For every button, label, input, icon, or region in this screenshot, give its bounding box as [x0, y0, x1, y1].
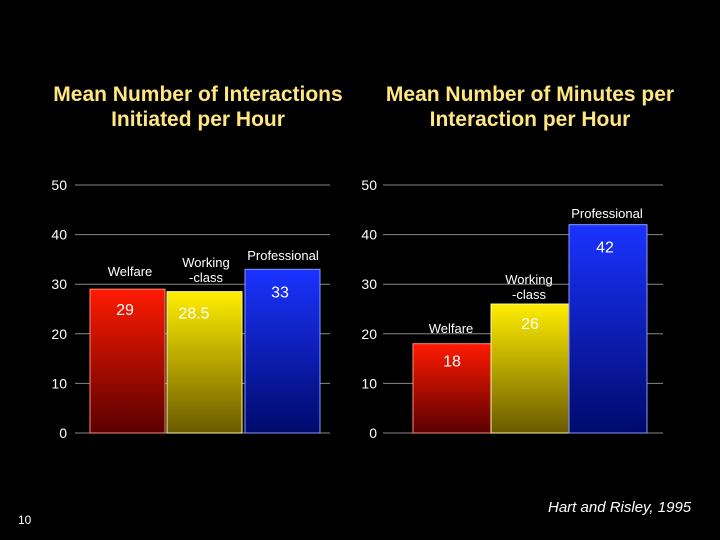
bar-value-label: 33: [271, 284, 289, 301]
bar-value-label: 18: [443, 354, 461, 371]
y-tick-label: 30: [361, 276, 377, 292]
category-label: Welfare: [108, 264, 153, 279]
category-label: Professional: [247, 248, 319, 263]
category-label: Working -class: [182, 255, 229, 285]
y-tick-label: 40: [361, 227, 377, 243]
bar-professional: [244, 268, 321, 434]
bar-welfare: [89, 288, 166, 434]
y-tick-label: 50: [51, 177, 67, 193]
category-label: Welfare: [429, 321, 474, 336]
y-tick-label: 0: [369, 425, 377, 441]
y-tick-label: 20: [51, 326, 67, 342]
y-tick-label: 30: [51, 276, 67, 292]
y-tick-label: 50: [361, 177, 377, 193]
chart-title-interactions: Mean Number of Interactions Initiated pe…: [53, 83, 343, 132]
category-label: Working -class: [505, 272, 552, 302]
y-tick-label: 0: [59, 425, 67, 441]
y-tick-label: 10: [51, 375, 67, 391]
y-tick-label: 40: [51, 227, 67, 243]
chart-minutes: 0 10 20 30 40 50 18 Welfare 26 Working -class 42 Pro…: [361, 177, 663, 441]
y-tick-label: 10: [361, 375, 377, 391]
category-label: Professional: [571, 206, 643, 221]
y-tick-label: 20: [361, 326, 377, 342]
bar-professional: [568, 224, 648, 434]
bar-working-class: [166, 291, 243, 434]
slide-number: 10: [18, 513, 32, 527]
bar-welfare: [412, 343, 492, 434]
bar-value-label: 42: [596, 240, 614, 257]
bar-value-label: 29: [116, 302, 134, 319]
citation: Hart and Risley, 1995: [548, 499, 692, 516]
chart-title-minutes: Mean Number of Minutes per Interaction p…: [385, 83, 675, 132]
bar-value-label: 26: [521, 316, 539, 333]
bar-working-class: [490, 303, 570, 434]
bar-value-label: 28.5: [178, 306, 209, 323]
chart-interactions: 0 10 20 30 40 50 29 Welfare 28.5 Working -class 33 P…: [51, 177, 330, 441]
